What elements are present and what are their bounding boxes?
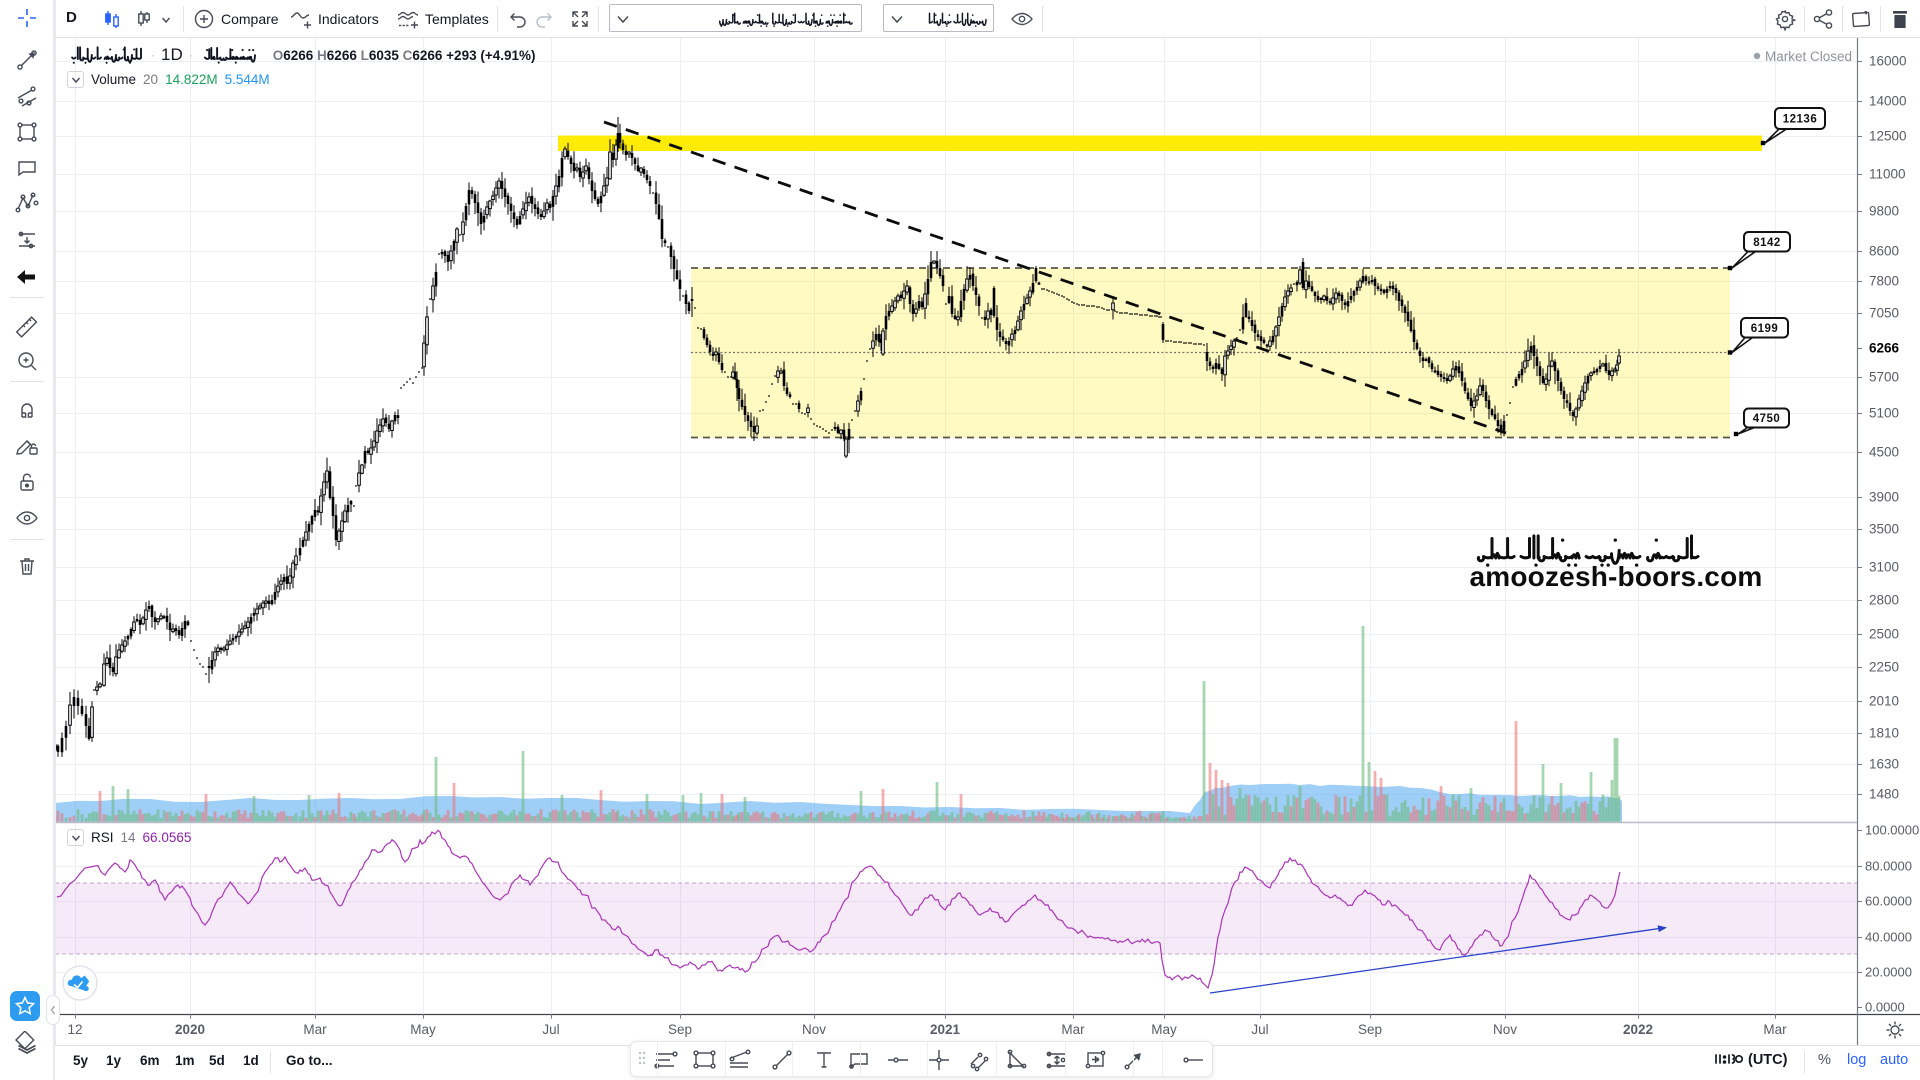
svg-text:80.0000: 80.0000 bbox=[1865, 859, 1912, 874]
svg-text:11000: 11000 bbox=[1869, 167, 1906, 182]
svg-text:Nov: Nov bbox=[802, 1022, 826, 1037]
svg-text:3900: 3900 bbox=[1869, 490, 1899, 505]
svg-text:6266: 6266 bbox=[1869, 341, 1900, 356]
svg-text:Mar: Mar bbox=[1061, 1022, 1085, 1037]
svg-text:7050: 7050 bbox=[1869, 306, 1899, 321]
svg-text:4500: 4500 bbox=[1869, 445, 1899, 460]
svg-text:Jul: Jul bbox=[542, 1022, 559, 1037]
svg-text:Sep: Sep bbox=[668, 1022, 692, 1037]
svg-text:16000: 16000 bbox=[1869, 54, 1907, 69]
svg-text:20.0000: 20.0000 bbox=[1865, 965, 1912, 980]
svg-text:1630: 1630 bbox=[1869, 757, 1899, 772]
svg-text:8600: 8600 bbox=[1869, 244, 1899, 259]
svg-text:7800: 7800 bbox=[1869, 274, 1899, 289]
svg-text:1480: 1480 bbox=[1869, 787, 1899, 802]
svg-text:Nov: Nov bbox=[1493, 1022, 1517, 1037]
svg-text:Mar: Mar bbox=[1763, 1022, 1787, 1037]
svg-text:May: May bbox=[410, 1022, 436, 1037]
svg-text:1810: 1810 bbox=[1869, 726, 1899, 741]
svg-text:8142: 8142 bbox=[1753, 237, 1781, 249]
svg-text:Market Closed: Market Closed bbox=[1765, 49, 1852, 64]
svg-text:Sep: Sep bbox=[1358, 1022, 1382, 1037]
svg-text:4750: 4750 bbox=[1753, 413, 1781, 425]
svg-text:40.0000: 40.0000 bbox=[1865, 930, 1912, 945]
svg-text:14000: 14000 bbox=[1869, 94, 1907, 109]
svg-text:9800: 9800 bbox=[1869, 204, 1899, 219]
svg-text:3100: 3100 bbox=[1869, 560, 1899, 575]
svg-text:2800: 2800 bbox=[1869, 593, 1899, 608]
svg-text:100.0000: 100.0000 bbox=[1865, 823, 1919, 838]
svg-text:(UTC): (UTC) bbox=[1748, 1052, 1788, 1068]
svg-text:2250: 2250 bbox=[1869, 660, 1899, 675]
svg-text:6199: 6199 bbox=[1751, 323, 1779, 335]
svg-text:60.0000: 60.0000 bbox=[1865, 894, 1912, 909]
svg-text:12500: 12500 bbox=[1869, 129, 1907, 144]
svg-text:3500: 3500 bbox=[1869, 522, 1899, 537]
svg-text:Mar: Mar bbox=[303, 1022, 327, 1037]
svg-text:2021: 2021 bbox=[930, 1022, 961, 1037]
svg-text:2010: 2010 bbox=[1869, 694, 1899, 709]
svg-text:2020: 2020 bbox=[175, 1022, 205, 1037]
svg-text:amoozesh-boors.com: amoozesh-boors.com bbox=[1470, 561, 1763, 592]
svg-text:2500: 2500 bbox=[1869, 627, 1899, 642]
svg-text:0.0000: 0.0000 bbox=[1865, 1000, 1905, 1015]
svg-text:2022: 2022 bbox=[1623, 1022, 1653, 1037]
svg-text:12136: 12136 bbox=[1783, 114, 1817, 126]
svg-text:Jul: Jul bbox=[1251, 1022, 1268, 1037]
svg-text:5100: 5100 bbox=[1869, 406, 1899, 421]
svg-text:May: May bbox=[1151, 1022, 1177, 1037]
svg-text:5700: 5700 bbox=[1869, 370, 1899, 385]
svg-text:12: 12 bbox=[67, 1022, 82, 1037]
